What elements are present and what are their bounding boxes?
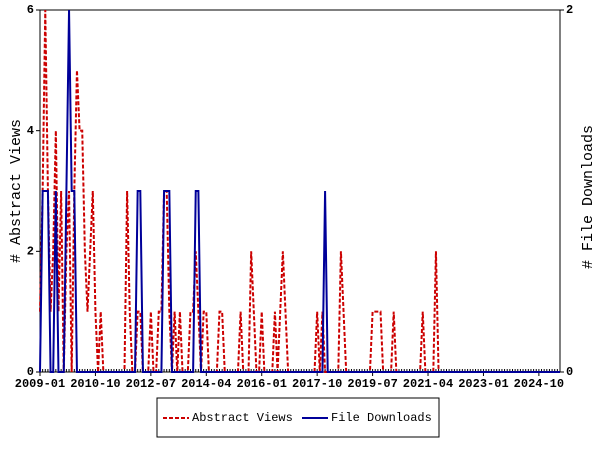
x-tick-label: 2010-10 [70, 377, 120, 391]
plot-frame [39, 9, 561, 373]
x-tick-label: 2014-04 [181, 377, 231, 391]
y2-tick-label: 2 [566, 3, 573, 17]
legend-label: Abstract Views [192, 411, 293, 425]
x-tick-label: 2009-01 [15, 377, 65, 391]
y-axis-label: # Abstract Views [8, 119, 25, 263]
y-tick-label: 4 [27, 124, 34, 138]
x-tick-label: 2016-01 [237, 377, 287, 391]
legend-box [156, 397, 440, 438]
y2-axis-label: # File Downloads [580, 125, 597, 269]
x-tick-label: 2021-04 [403, 377, 453, 391]
series-line [39, 9, 560, 373]
x-tick-label: 2024-10 [514, 377, 564, 391]
y-tick-label: 2 [27, 245, 34, 259]
x-tick-label: 2017-10 [292, 377, 342, 391]
x-tick-label: 2019-07 [347, 377, 397, 391]
series-line [39, 9, 560, 373]
x-tick-label: 2023-01 [458, 377, 508, 391]
x-tick-label: 2012-07 [126, 377, 176, 391]
y-tick-label: 6 [27, 3, 34, 17]
y2-tick-label: 0 [566, 365, 573, 379]
y-tick-label: 0 [27, 365, 34, 379]
legend-label: File Downloads [331, 411, 432, 425]
